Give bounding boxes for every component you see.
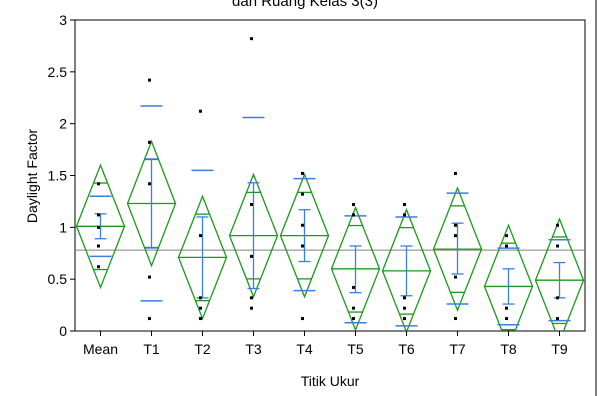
y-tick-label: 3	[59, 12, 67, 28]
group-t1	[126, 78, 177, 321]
data-point	[403, 317, 406, 321]
x-tick-label: T1	[143, 341, 160, 357]
data-point	[556, 244, 559, 248]
data-point	[454, 275, 457, 279]
data-point	[97, 265, 100, 269]
data-point	[97, 213, 100, 217]
group-t3	[228, 37, 279, 310]
x-tick-label: T4	[296, 341, 313, 357]
means-diamond	[279, 172, 330, 299]
x-axis-label: Titik Ukur	[301, 373, 360, 389]
means-diamond	[381, 207, 432, 331]
data-point	[505, 244, 508, 248]
data-point	[199, 306, 202, 310]
data-point	[556, 296, 559, 300]
data-point	[301, 223, 304, 227]
y-tick-label: 1.5	[48, 168, 68, 184]
data-point	[97, 182, 100, 186]
means-diamond	[126, 139, 177, 268]
data-point	[97, 225, 100, 229]
group-t6	[381, 203, 432, 331]
group-t9	[534, 217, 585, 331]
x-tick-label: T5	[347, 341, 364, 357]
data-point	[301, 317, 304, 321]
data-point	[148, 78, 151, 82]
data-point	[97, 244, 100, 248]
group-mean	[75, 163, 126, 290]
x-tick-label: T8	[500, 341, 517, 357]
group-t2	[177, 109, 228, 321]
data-point	[352, 317, 355, 321]
data-point	[556, 223, 559, 227]
group-t8	[483, 223, 534, 331]
data-point	[301, 192, 304, 196]
data-point	[199, 317, 202, 321]
data-point	[199, 234, 202, 238]
data-point	[352, 306, 355, 310]
data-point	[352, 203, 355, 207]
means-diamond	[330, 205, 381, 331]
data-point	[403, 203, 406, 207]
data-point	[250, 37, 253, 41]
group-t5	[330, 203, 381, 331]
data-point	[301, 244, 304, 248]
data-point	[250, 203, 253, 207]
x-tick-label: T6	[398, 341, 415, 357]
data-point	[301, 171, 304, 175]
x-tick-label: T3	[245, 341, 262, 357]
y-tick-label: 0	[59, 323, 67, 339]
data-point	[403, 296, 406, 300]
data-point	[148, 275, 151, 279]
data-point	[403, 306, 406, 310]
data-point	[454, 171, 457, 175]
means-diamond	[75, 163, 126, 290]
y-tick-label: 1	[59, 219, 67, 235]
y-axis-label: Daylight Factor	[24, 129, 40, 223]
data-point	[250, 254, 253, 258]
data-point	[148, 140, 151, 144]
y-tick-label: 2.5	[48, 64, 68, 80]
means-diamond	[228, 172, 279, 299]
x-tick-label: T2	[194, 341, 211, 357]
data-point	[505, 306, 508, 310]
data-point	[148, 317, 151, 321]
y-tick-label: 0.5	[48, 271, 68, 287]
data-point	[199, 296, 202, 300]
data-point	[250, 306, 253, 310]
data-point	[454, 317, 457, 321]
group-t4	[279, 171, 330, 321]
means-diamond	[534, 217, 585, 331]
means-diamond	[177, 194, 228, 321]
chart-title: dan Ruang Kelas 3(3)	[232, 0, 378, 10]
plot-area	[75, 37, 585, 331]
data-point	[505, 317, 508, 321]
data-point	[454, 223, 457, 227]
data-point	[199, 109, 202, 113]
x-tick-label: T7	[449, 341, 466, 357]
x-tick-label: T9	[551, 341, 568, 357]
y-axis: 0 0.5 1 1.5 2 2.5 3	[48, 12, 75, 339]
means-diamond	[432, 186, 483, 313]
means-diamond	[483, 223, 534, 331]
data-point	[505, 234, 508, 238]
data-point	[556, 317, 559, 321]
data-point	[403, 213, 406, 217]
data-point	[352, 213, 355, 217]
data-point	[352, 285, 355, 289]
x-tick-label: Mean	[83, 341, 118, 357]
group-t7	[432, 171, 483, 321]
x-axis: Mean T1 T2 T3 T4 T5 T6 T7 T8 T9	[83, 331, 568, 357]
data-point	[454, 234, 457, 238]
data-point	[250, 296, 253, 300]
y-tick-label: 2	[59, 116, 67, 132]
data-point	[148, 182, 151, 186]
